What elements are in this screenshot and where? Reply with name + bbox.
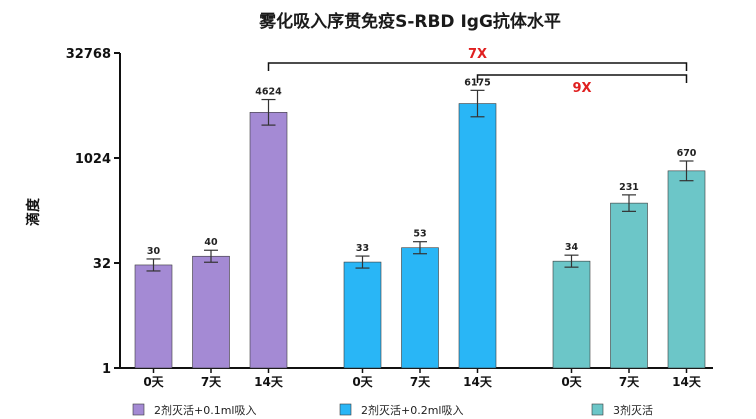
bar (458, 103, 497, 369)
data-label: 34 (565, 242, 579, 253)
x-tick-label: 7天 (619, 375, 640, 389)
y-tick-label: 32768 (66, 47, 111, 62)
legend-label: 2剂灭活+0.2ml吸入 (361, 403, 463, 417)
fold-change-label: 7X (468, 47, 487, 62)
x-tick-label: 7天 (410, 375, 431, 389)
bar (249, 112, 288, 369)
data-label: 53 (413, 229, 426, 240)
legend-label: 3剂灭活 (613, 403, 653, 417)
chart-title: 雾化吸入序贯免疫S-RBD IgG抗体水平 (258, 11, 561, 32)
x-tick-label: 0天 (352, 375, 373, 389)
bar (134, 264, 173, 369)
x-tick-label: 0天 (561, 375, 582, 389)
data-label: 4624 (255, 87, 282, 98)
y-tick-label: 1024 (75, 152, 111, 167)
x-tick-label: 14天 (254, 375, 284, 389)
data-label: 670 (677, 148, 697, 159)
bar (401, 247, 439, 369)
bar (192, 255, 230, 369)
data-label: 231 (619, 182, 639, 193)
y-tick-label: 1 (102, 362, 111, 377)
x-tick-label: 14天 (672, 375, 702, 389)
legend-swatch (339, 403, 352, 416)
legend: 2剂灭活+0.1ml吸入 2剂灭活+0.2ml吸入 3剂灭活 (132, 403, 653, 417)
comparison-bracket (267, 62, 688, 71)
data-label: 30 (147, 246, 161, 257)
legend-label: 2剂灭活+0.1ml吸入 (154, 403, 256, 417)
x-tick-label: 0天 (143, 375, 164, 389)
legend-swatch (132, 403, 145, 416)
x-tick-label: 14天 (463, 375, 493, 389)
bar (343, 261, 382, 369)
bar (552, 260, 591, 369)
fold-change-label: 9X (572, 81, 591, 96)
y-axis-label: 滴度 (25, 197, 42, 226)
bar (667, 170, 706, 369)
x-tick-label: 7天 (201, 375, 222, 389)
y-tick-label: 32 (93, 257, 111, 272)
bar (610, 202, 648, 369)
comparison-bracket (476, 74, 688, 83)
legend-swatch (591, 403, 604, 416)
annotations-layer: 7X 9X (267, 47, 688, 96)
data-label: 33 (356, 243, 369, 254)
data-label: 40 (204, 237, 218, 248)
